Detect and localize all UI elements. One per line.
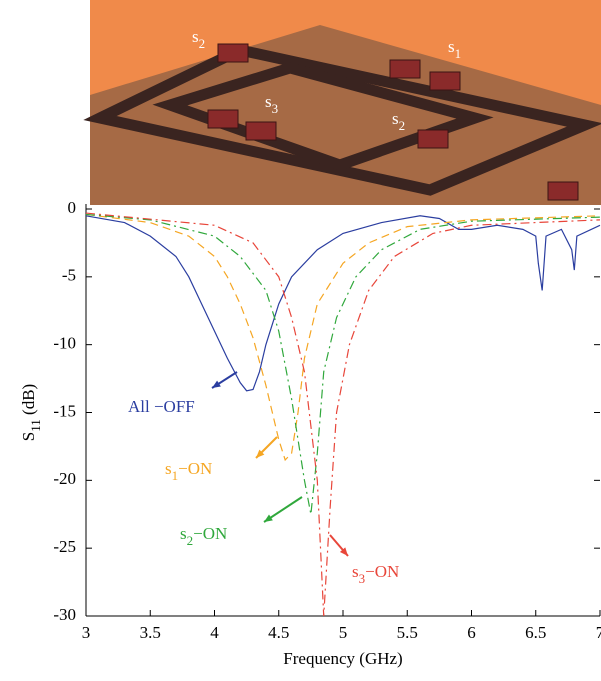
y-tick-label: -25 [53,537,76,556]
image-label-part: 2 [399,118,406,133]
series-line [86,214,600,460]
y-axis-label-part: 11 [28,419,43,432]
x-tick-label: 6.5 [525,623,546,642]
render-image [90,0,601,205]
image-label-part: s [392,109,399,128]
x-tick-label: 5.5 [397,623,418,642]
switch [208,110,238,128]
series-label-part: All −OFF [128,397,195,416]
series-label: s1−ON [165,459,212,484]
series-label-part: s [165,459,172,478]
series-label-part: −ON [365,562,399,581]
y-axis-label-part: (dB) [19,384,38,419]
y-tick-label: -15 [53,401,76,420]
x-tick-label: 5 [339,623,348,642]
switch [430,72,460,90]
series-line [86,214,600,514]
y-tick-label: -20 [53,469,76,488]
y-tick-label: -10 [53,334,76,353]
image-label-part: 1 [455,46,462,61]
switch [418,130,448,148]
series-label: s2−ON [180,524,227,549]
arrow-head [264,515,273,522]
switch [548,182,578,200]
image-label-part: 2 [199,36,206,51]
switch [218,44,248,62]
series-label-part: s [352,562,359,581]
x-tick-label: 4.5 [268,623,289,642]
y-tick-label: -5 [62,266,76,285]
x-tick-label: 3 [82,623,91,642]
x-tick-label: 3.5 [140,623,161,642]
series-label-part: −ON [193,524,227,543]
series-label: All −OFF [128,397,195,416]
x-tick-label: 7 [596,623,601,642]
y-axis-label: S11 (dB) [19,384,44,441]
page: s2s1s3s2 33.544.555.566.570-5-10-15-20-2… [0,0,601,676]
x-tick-label: 6 [467,623,476,642]
image-label-part: 3 [272,101,279,116]
image-label-part: s [448,37,455,56]
y-axis-label-part: S [19,432,38,441]
y-tick-label: 0 [68,198,77,217]
plot: 3 3.5 4 4.5 5 5.5 6 6.5 7 0 -5 -10 -15 -20 -25 -30 Frequ… [19,198,601,668]
x-tick-label: 4 [210,623,219,642]
series-label-part: −ON [178,459,212,478]
figure: s2s1s3s2 33.544.555.566.570-5-10-15-20-2… [0,0,601,676]
series-label: s3−ON [352,562,399,587]
switch [390,60,420,78]
series-label-part: s [180,524,187,543]
image-label-part: s [192,27,199,46]
y-tick-label: -30 [53,605,76,624]
image-label-part: s [265,92,272,111]
switch [246,122,276,140]
x-axis-label: Frequency (GHz) [283,649,402,668]
